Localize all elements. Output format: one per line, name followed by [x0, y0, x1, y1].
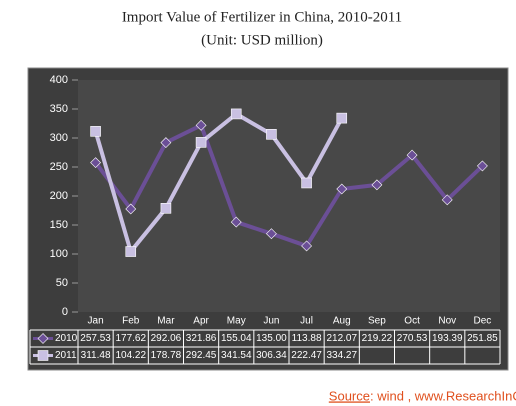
x-tick-label: Sep: [368, 316, 386, 327]
series-line: [93, 111, 344, 254]
table-cell: 219.22: [362, 333, 393, 344]
y-tick-label: 400: [50, 74, 68, 86]
chart-title: Import Value of Fertilizer in China, 201…: [122, 9, 402, 25]
source-label: Source: [329, 388, 370, 403]
table-cell: 177.62: [115, 333, 146, 344]
plot-area: [78, 80, 500, 312]
x-tick-label: Feb: [122, 316, 140, 327]
table-cell: 178.78: [151, 350, 182, 361]
table-cell: 341.54: [221, 350, 252, 361]
table-cell: 321.86: [186, 333, 217, 344]
y-tick-label: 0: [62, 306, 68, 318]
x-tick-label: Nov: [438, 316, 456, 327]
table-cell: 306.34: [256, 350, 287, 361]
point: [266, 129, 277, 140]
x-tick-label: Jul: [300, 316, 313, 327]
legend-label: 2011: [55, 350, 77, 361]
table-cell: 251.85: [467, 333, 498, 344]
chart-subtitle: (Unit: USD million): [201, 32, 323, 48]
table-cell: 104.22: [115, 350, 146, 361]
point: [441, 194, 453, 206]
series-line: [93, 123, 484, 248]
point: [90, 157, 102, 169]
point: [125, 203, 137, 215]
legend-marker: [37, 333, 49, 344]
y-tick-label: 300: [50, 132, 68, 144]
table-cell: 135.00: [256, 333, 287, 344]
legend-label: 2010: [55, 333, 78, 344]
point: [265, 228, 277, 240]
x-tick-label: Mar: [157, 316, 175, 327]
source-text: : wind , www.ResearchInChina.com: [370, 388, 516, 403]
point: [301, 240, 313, 252]
table-cell: 257.53: [80, 333, 111, 344]
y-tick-label: 150: [50, 219, 68, 231]
point: [371, 179, 383, 191]
point: [230, 108, 242, 120]
y-tick-label: 100: [50, 248, 68, 260]
table-cell: 292.45: [186, 350, 217, 361]
table-cell: 193.39: [432, 333, 463, 344]
y-tick-label: 350: [50, 103, 68, 115]
x-tick-label: Apr: [193, 316, 209, 327]
table-cell: 311.48: [81, 350, 111, 361]
point: [125, 246, 137, 257]
x-tick-label: May: [227, 316, 246, 327]
table-cell: 113.88: [292, 333, 322, 344]
point: [406, 149, 418, 161]
y-tick-label: 50: [56, 277, 68, 289]
point: [160, 203, 172, 214]
point: [195, 119, 207, 131]
legend-marker: [37, 350, 49, 361]
y-tick-label: 200: [50, 190, 68, 202]
table-cell: 270.53: [397, 333, 428, 344]
point: [336, 112, 348, 124]
point: [90, 126, 101, 137]
x-tick-label: Jun: [263, 316, 279, 327]
point: [476, 160, 488, 172]
table-cell: 222.47: [291, 350, 322, 361]
point: [230, 216, 242, 228]
table-cell: 334.27: [326, 350, 357, 361]
y-tick-label: 250: [50, 161, 68, 173]
point: [336, 183, 348, 195]
table-cell: 212.07: [326, 333, 357, 344]
table-cell: 155.04: [221, 333, 252, 344]
point: [195, 137, 207, 148]
point: [160, 137, 172, 149]
x-tick-label: Dec: [474, 316, 492, 327]
point: [301, 177, 312, 189]
x-tick-label: Jan: [88, 316, 104, 327]
table-cell: 292.06: [151, 333, 182, 344]
x-tick-label: Aug: [333, 316, 351, 327]
x-tick-label: Oct: [404, 316, 420, 327]
